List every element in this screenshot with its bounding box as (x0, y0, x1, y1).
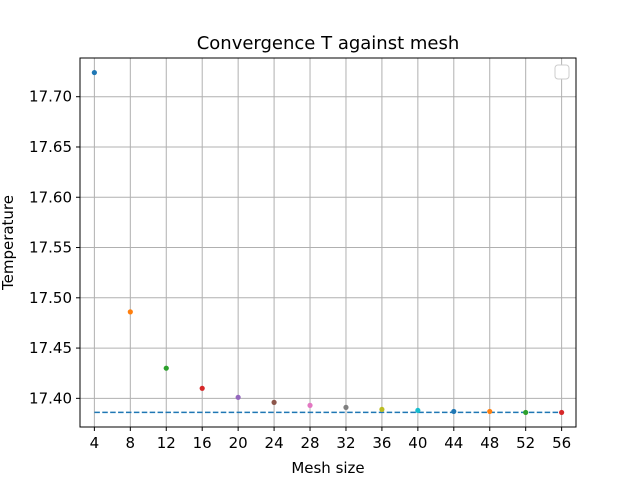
x-tick-label: 8 (126, 434, 136, 452)
x-tick-label: 16 (193, 434, 212, 452)
y-axis-title: Temperature (0, 195, 17, 291)
y-tick-label: 17.50 (29, 289, 72, 307)
x-tick-label: 52 (516, 434, 535, 452)
data-point (199, 385, 205, 391)
data-point (235, 394, 241, 400)
legend-box (554, 64, 570, 80)
y-tick-label: 17.70 (29, 88, 72, 106)
y-tick-label: 17.60 (29, 188, 72, 206)
x-tick-label: 12 (157, 434, 176, 452)
axes-frame (79, 57, 577, 428)
data-points (91, 69, 565, 416)
x-tick-label: 24 (265, 434, 284, 452)
x-tick-label: 44 (444, 434, 463, 452)
x-tick-label: 28 (300, 434, 319, 452)
x-tick-label: 4 (90, 434, 100, 452)
x-tick-label: 48 (480, 434, 499, 452)
data-point (523, 409, 529, 416)
data-point (271, 399, 277, 405)
ticks: 4 8 12 16 20 24 28 32 36 40 44 48 52 5617.4017.4517.5… (29, 88, 571, 452)
data-point (307, 402, 313, 408)
x-axis-title: Mesh size (291, 459, 364, 477)
grid (80, 58, 576, 427)
data-point (487, 408, 493, 415)
data-point (91, 69, 97, 76)
data-point (451, 408, 457, 415)
y-tick-label: 17.40 (29, 389, 72, 407)
data-point (127, 309, 133, 315)
data-point (163, 365, 169, 371)
y-tick-label: 17.55 (29, 239, 72, 257)
y-tick-label: 17.45 (29, 339, 72, 357)
data-point (379, 406, 385, 413)
y-tick-label: 17.65 (29, 138, 72, 156)
data-point (343, 404, 349, 410)
x-tick-label: 36 (372, 434, 391, 452)
data-point (559, 409, 565, 416)
x-tick-label: 32 (336, 434, 355, 452)
data-point (415, 407, 421, 414)
x-tick-label: 20 (229, 434, 248, 452)
x-tick-label: 56 (552, 434, 571, 452)
x-tick-label: 40 (408, 434, 427, 452)
chart-title: Convergence T against mesh (197, 33, 460, 54)
